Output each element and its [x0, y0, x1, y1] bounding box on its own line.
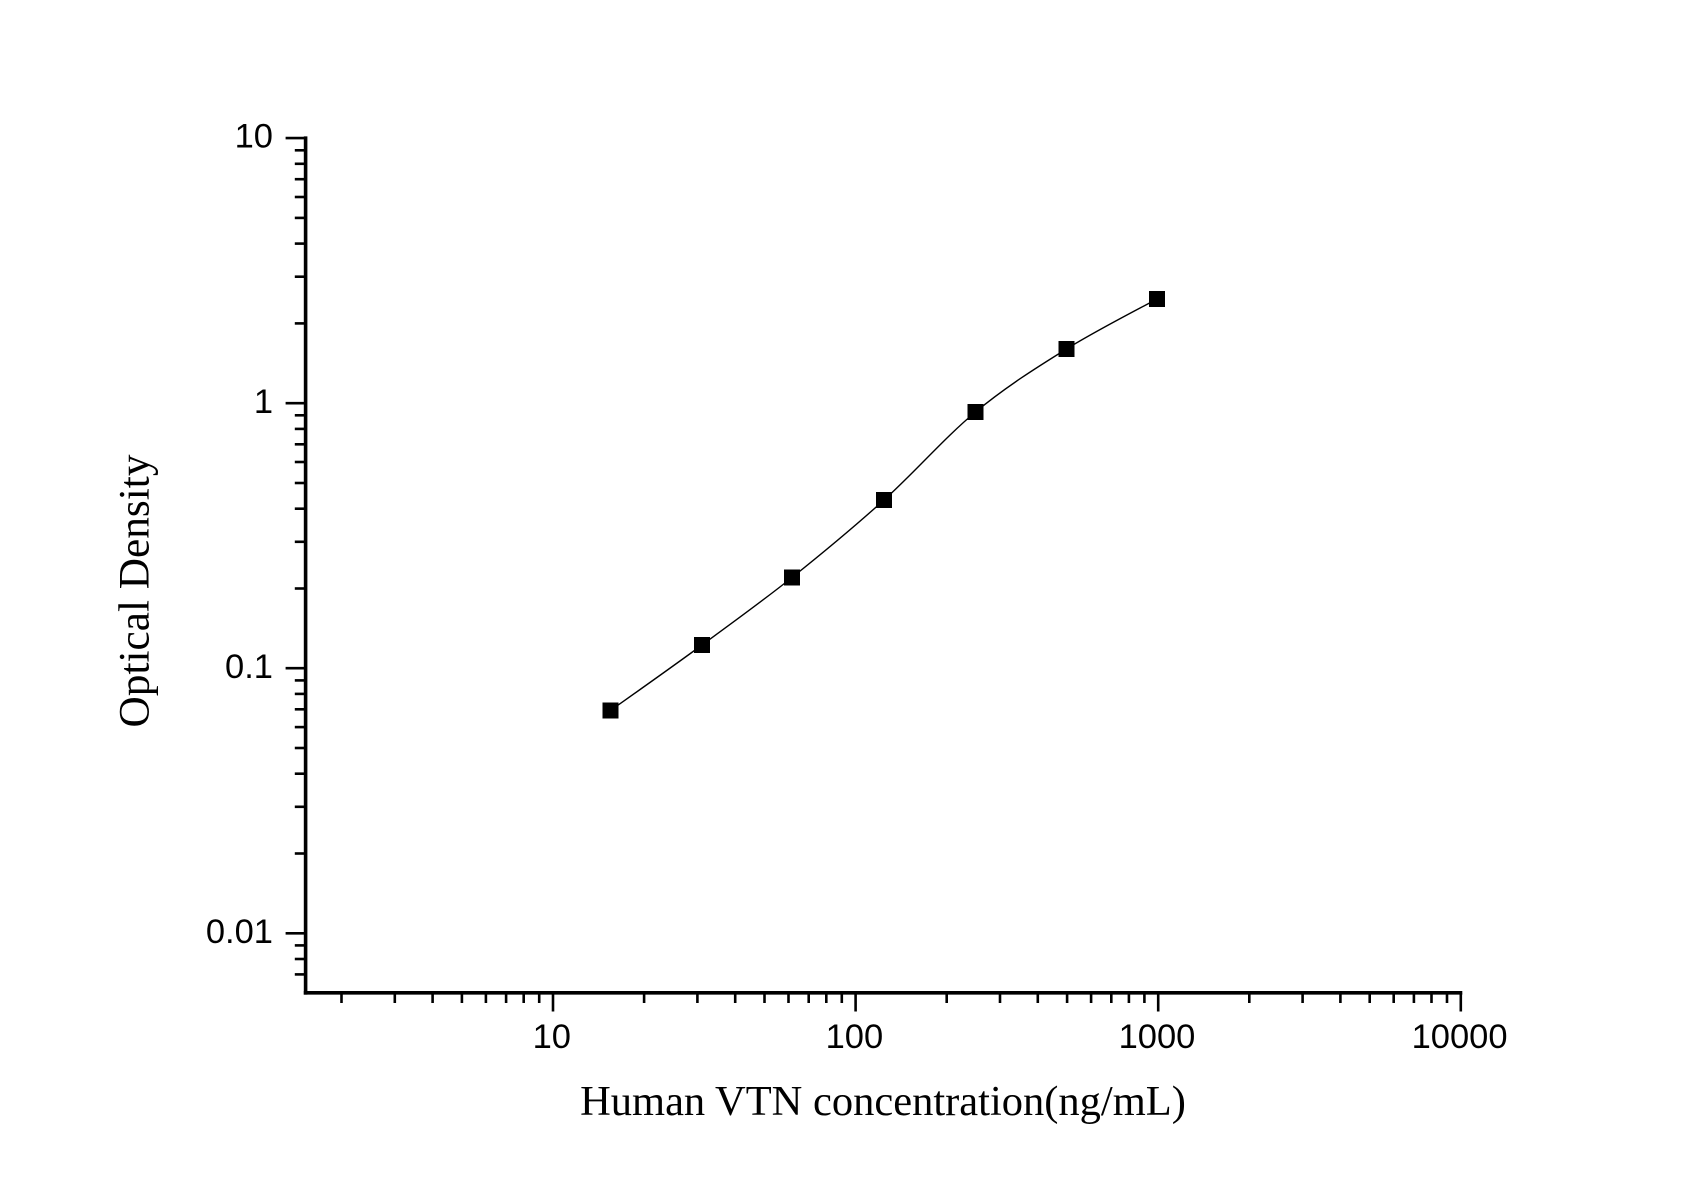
- svg-text:1000: 1000: [1119, 1018, 1196, 1056]
- svg-text:Human VTN concentration(ng/mL): Human VTN concentration(ng/mL): [580, 1078, 1186, 1125]
- svg-text:10: 10: [533, 1018, 571, 1056]
- svg-text:0.1: 0.1: [225, 648, 273, 686]
- svg-text:100: 100: [826, 1018, 884, 1056]
- svg-text:0.01: 0.01: [206, 913, 273, 951]
- svg-text:10000: 10000: [1412, 1018, 1508, 1056]
- svg-text:1: 1: [254, 383, 273, 421]
- svg-text:Optical Density: Optical Density: [111, 454, 159, 727]
- svg-text:10: 10: [235, 118, 273, 156]
